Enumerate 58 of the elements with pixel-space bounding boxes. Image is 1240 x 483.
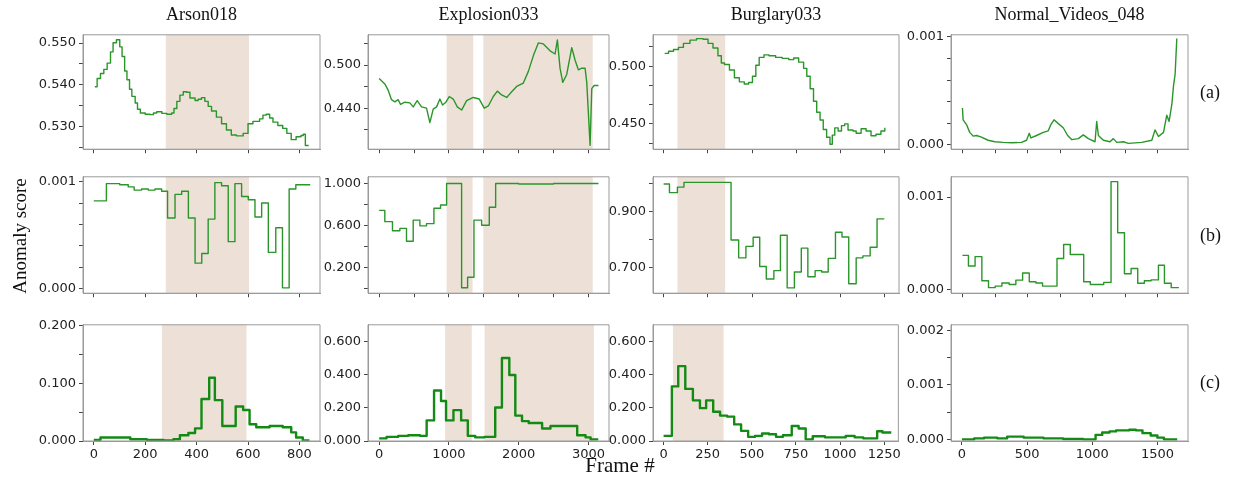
x-tick-label: 1000 <box>823 446 857 462</box>
y-axis-title: Anomaly score <box>9 178 31 294</box>
y-tick-label: 0.500 <box>323 56 361 72</box>
y-tick-label: 0.000 <box>38 280 76 296</box>
y-tick-label: 0.200 <box>323 258 361 274</box>
y-tick-label: 0.450 <box>608 115 646 131</box>
y-tick-label: 0.100 <box>38 374 76 390</box>
y-tick-label: 0.500 <box>608 57 646 73</box>
y-tick-label: 0.400 <box>323 365 361 381</box>
y-tick-label: 0.600 <box>323 332 361 348</box>
y-tick-label: 0.000 <box>906 430 944 446</box>
y-tick-label: 0.540 <box>38 76 76 92</box>
x-tick-label: 0 <box>957 446 967 462</box>
x-tick-label: 250 <box>695 446 721 462</box>
y-tick-label: 0.530 <box>38 117 76 133</box>
y-tick-label: 0.440 <box>323 99 361 115</box>
y-tick-label: 0.000 <box>323 432 361 448</box>
y-tick-label: 0.000 <box>38 432 76 448</box>
y-tick-label: 0.000 <box>906 280 944 296</box>
y-tick-label: 0.200 <box>38 317 76 333</box>
y-tick-label: 0.001 <box>906 188 944 204</box>
y-tick-label: 0.001 <box>906 376 944 392</box>
y-tick-label: 1.000 <box>323 174 361 190</box>
x-tick-label: 200 <box>132 446 158 462</box>
x-tick-label: 1250 <box>867 446 901 462</box>
chart-title: Arson018 <box>166 4 237 25</box>
y-tick-label: 0.400 <box>608 365 646 381</box>
y-tick-label: 0.002 <box>906 321 944 337</box>
x-tick-label: 800 <box>287 446 312 462</box>
y-tick-label: 0.600 <box>608 332 646 348</box>
chart-title: Burglary033 <box>730 4 822 25</box>
y-tick-label: 0.700 <box>608 258 646 274</box>
y-tick-label: 0.001 <box>906 28 944 44</box>
text: (a) <box>1200 81 1220 103</box>
x-tick-label: 400 <box>184 446 210 462</box>
x-tick-label: 2000 <box>502 446 536 462</box>
x-tick-label: 0 <box>89 446 98 462</box>
x-tick-label: 1000 <box>432 446 466 462</box>
y-tick-label: 0.000 <box>906 136 944 152</box>
y-tick-label: 0.900 <box>608 202 646 218</box>
text: (b) <box>1200 224 1221 246</box>
x-tick-label: 1500 <box>1140 446 1175 462</box>
x-tick-label: 750 <box>783 446 809 462</box>
y-tick-label: 0.200 <box>608 399 646 415</box>
x-tick-label: 500 <box>739 446 765 462</box>
x-tick-label: 0 <box>659 446 668 462</box>
y-tick-label: 0.001 <box>38 172 76 188</box>
y-tick-label: 0.550 <box>38 34 76 50</box>
chart-title: Explosion033 <box>438 4 539 25</box>
y-tick-label: 0.000 <box>608 432 646 448</box>
x-tick-label: 1000 <box>1075 446 1109 462</box>
x-tick-label: 600 <box>235 446 261 462</box>
y-tick-label: 0.600 <box>323 216 361 232</box>
chart-title: Normal_Videos_048 <box>994 4 1145 25</box>
text: (c) <box>1200 371 1220 392</box>
x-tick-label: 500 <box>1014 446 1040 462</box>
x-tick-label: 0 <box>375 446 384 462</box>
y-tick-label: 0.200 <box>323 399 361 415</box>
